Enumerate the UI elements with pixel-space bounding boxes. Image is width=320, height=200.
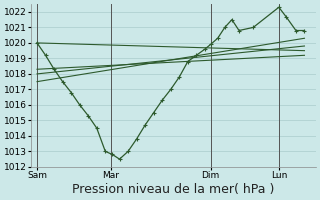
X-axis label: Pression niveau de la mer( hPa ): Pression niveau de la mer( hPa ) [72, 183, 275, 196]
